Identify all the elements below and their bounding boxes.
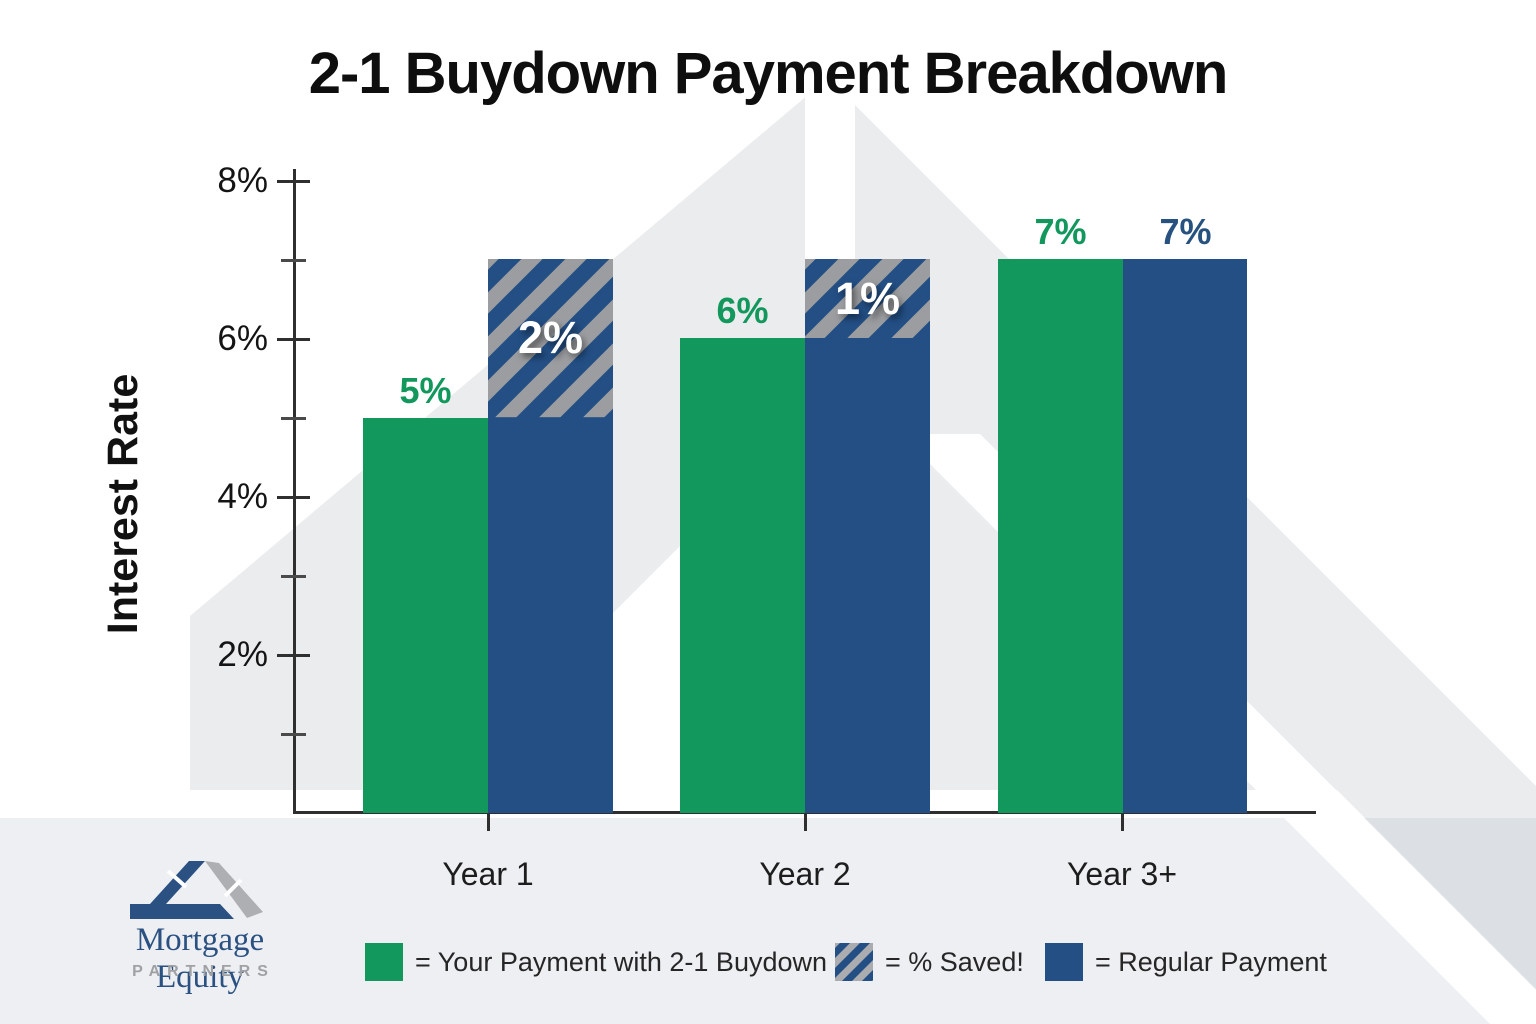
legend-swatch-green — [365, 943, 403, 981]
x-tick-year1 — [487, 813, 490, 831]
y-minor-tick — [281, 417, 306, 420]
logo: Mortgage Equity PARTNERS — [95, 850, 305, 995]
logo-roof-icon — [130, 861, 263, 919]
y-major-tick — [277, 338, 310, 341]
y-tick-label-6: 6% — [217, 319, 268, 358]
y-axis-label: Interest Rate — [99, 373, 147, 635]
bar-regular-year1: 2% — [488, 259, 613, 813]
chart-title: 2-1 Buydown Payment Breakdown — [308, 41, 1229, 106]
value-label-buydown-year3: 7% — [1034, 211, 1087, 253]
legend-swatch-hatched — [835, 943, 873, 981]
x-label-year3: Year 3+ — [1066, 856, 1178, 892]
bar-regular-year2: 1% — [805, 259, 930, 813]
x-label-year1: Year 1 — [442, 856, 534, 892]
saved-label-year2: 1% — [834, 272, 901, 324]
logo-subtitle: PARTNERS — [132, 963, 275, 980]
bar-regular-year3 — [1123, 259, 1247, 813]
legend-item-regular: = Regular Payment — [1045, 943, 1327, 981]
saved-label-year1: 2% — [517, 312, 584, 364]
legend-label-regular: = Regular Payment — [1095, 947, 1327, 977]
hatch-saved-year1: 2% — [488, 259, 613, 418]
y-tick-label-4: 4% — [217, 477, 268, 516]
x-tick-year2 — [804, 813, 807, 831]
hatch-saved-year2: 1% — [805, 259, 930, 339]
logo-name: Mortgage Equity — [135, 922, 265, 995]
legend-label-buydown: = Your Payment with 2-1 Buydown — [415, 947, 828, 977]
y-major-tick — [277, 496, 310, 499]
value-label-buydown-year1: 5% — [399, 369, 452, 411]
y-minor-tick — [281, 575, 306, 578]
y-tick-label-8: 8% — [217, 161, 268, 200]
y-tick-label-2: 2% — [217, 635, 268, 674]
y-major-tick — [277, 180, 310, 183]
legend-item-saved: = % Saved! — [835, 943, 1024, 981]
y-major-tick — [277, 654, 310, 657]
legend-label-saved: = % Saved! — [885, 947, 1024, 977]
bar-buydown-year1 — [363, 417, 488, 813]
y-axis — [293, 169, 296, 814]
legend-item-buydown: = Your Payment with 2-1 Buydown — [365, 943, 827, 981]
x-tick-year3 — [1121, 813, 1124, 831]
bar-buydown-year2 — [680, 338, 805, 813]
y-minor-tick — [281, 733, 306, 736]
x-label-year2: Year 2 — [759, 856, 851, 892]
value-label-regular-year3: 7% — [1159, 211, 1212, 253]
y-minor-tick — [281, 259, 306, 262]
value-label-buydown-year2: 6% — [716, 290, 769, 332]
legend-swatch-blue — [1045, 943, 1083, 981]
bar-buydown-year3 — [998, 259, 1123, 813]
